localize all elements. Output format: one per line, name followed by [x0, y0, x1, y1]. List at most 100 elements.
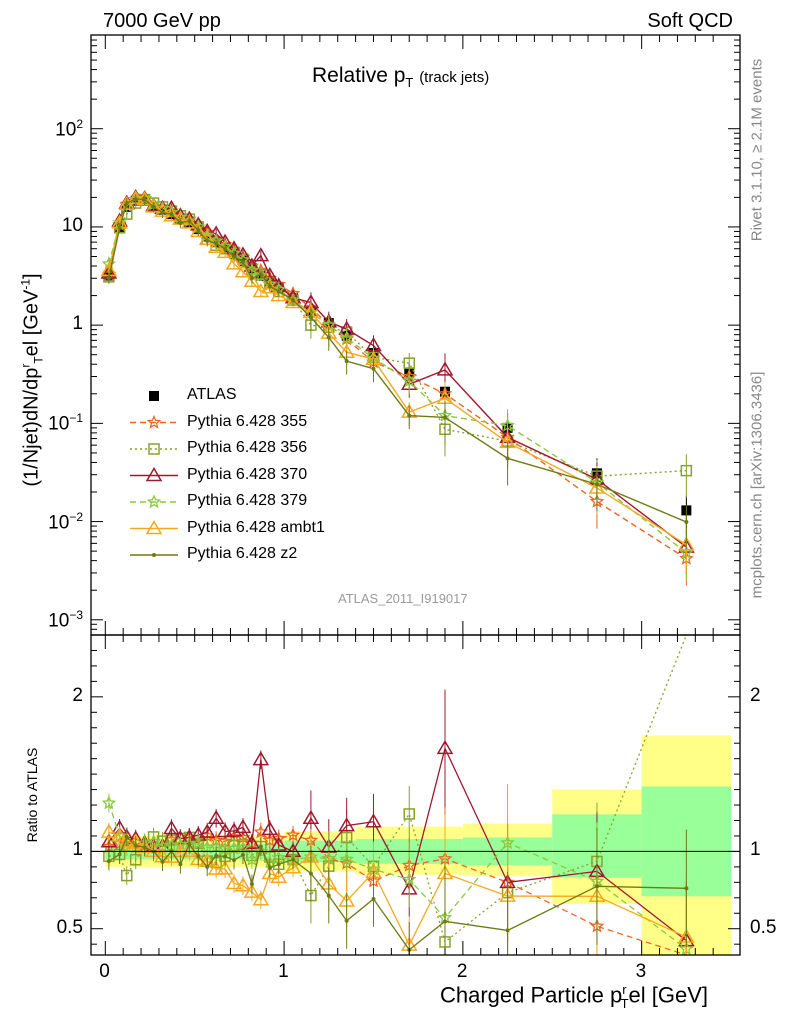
mcplots-label: mcplots.cern.ch [arXiv:1306.3436] [748, 371, 766, 599]
tick-base: 10 [55, 119, 77, 141]
x-tick-label: 2 [456, 961, 468, 982]
ratio-point [181, 842, 198, 858]
data-point [505, 456, 510, 461]
data-point [225, 255, 243, 270]
legend-swatch-marker [146, 414, 162, 429]
data-point [243, 272, 261, 287]
ratio-point [249, 881, 254, 886]
ratio-y-tick-label-right: 1 [750, 839, 761, 861]
data-point [267, 284, 272, 289]
data-point [214, 241, 219, 246]
legend [130, 391, 178, 557]
data-point [684, 520, 689, 525]
legend-label: ATLAS [187, 386, 237, 403]
ratio-point [338, 817, 355, 832]
data-point [189, 222, 207, 238]
data-point [270, 287, 288, 302]
ratio-point [190, 835, 206, 850]
ratio-point [223, 854, 228, 859]
tick-base: 1 [72, 313, 83, 335]
data-point [594, 482, 599, 487]
x-axis-label-tail: el [GeV] [628, 982, 708, 1008]
data-point [117, 225, 122, 230]
legend-swatch-marker [152, 553, 156, 557]
plot-title-sub: T [405, 75, 414, 91]
ratio-point [244, 851, 260, 866]
series-6 [106, 194, 689, 550]
ratio-point [207, 809, 225, 825]
ratio-point [443, 919, 447, 924]
ratio-point [100, 823, 118, 838]
data-point [258, 272, 263, 277]
ratio-y-tick-label-left: 1 [72, 839, 83, 861]
ratio-y-tick-label-left: 0.5 [56, 916, 83, 938]
x-tick-label: 3 [635, 961, 647, 982]
tick-base: 10 [48, 511, 70, 533]
ratio-point [285, 827, 301, 842]
ratio-point [326, 893, 331, 898]
ratio-point [291, 857, 296, 862]
ratio-point [270, 868, 288, 883]
data-point [234, 263, 252, 278]
main-y-tick-label: 102 [55, 117, 83, 141]
ratio-point [106, 859, 111, 864]
ratio-point [684, 886, 689, 891]
data-point [291, 298, 296, 303]
ratio-series-group [100, 634, 695, 956]
ratio-point [232, 858, 237, 863]
legend-swatch-marker [145, 467, 163, 482]
ratio-point [371, 896, 376, 901]
tick-base: 10 [48, 413, 70, 435]
header-right: Soft QCD [647, 10, 733, 32]
ratio-point [205, 864, 210, 869]
x-axis-label: Charged Particle prTel [GeV] [440, 982, 708, 1011]
ratio-point [276, 862, 281, 867]
legend-label: Pythia 6.428 355 [187, 412, 308, 430]
data-point [160, 210, 165, 215]
ratio-series-6 [106, 827, 689, 955]
ratio-point [234, 818, 252, 834]
main-y-tick-label: 10−2 [48, 510, 83, 534]
legend-label: Pythia 6.428 z2 [187, 545, 298, 562]
ratio-point [258, 844, 263, 849]
data-point [276, 289, 281, 294]
analysis-watermark: ATLAS_2011_I919017 [338, 591, 468, 606]
ratio-point [216, 860, 234, 875]
data-point [284, 294, 302, 309]
ratio-point [240, 852, 245, 857]
data-point [339, 330, 355, 345]
ratio-point [196, 854, 201, 859]
ratio-point [225, 875, 243, 890]
ratio-point [505, 928, 510, 933]
data-point [187, 218, 192, 223]
main-y-tick-label: 10 [62, 215, 83, 237]
ratio-point [344, 918, 349, 923]
main-series-group [100, 188, 695, 586]
ratio-point [403, 808, 415, 820]
ratio-point [252, 751, 270, 766]
data-point [142, 197, 147, 202]
data-point [205, 238, 210, 243]
data-point [371, 366, 376, 371]
data-point [178, 220, 183, 225]
legend-swatch-marker [149, 391, 159, 401]
data-point [240, 259, 245, 264]
ratio-point [308, 871, 313, 876]
plot-title-main: Relative p [312, 64, 406, 87]
data-point [678, 536, 695, 551]
x-axis-label-sub: T [620, 995, 629, 1011]
series-line [108, 197, 687, 554]
ratio-point [339, 851, 355, 866]
legend-label: Pythia 6.428 356 [187, 439, 308, 456]
ratio-point [198, 823, 216, 838]
data-point [151, 204, 156, 209]
ratio-y-tick-label-right: 2 [750, 684, 761, 706]
ratio-point [124, 834, 129, 839]
legend-swatch-marker [148, 443, 160, 455]
main-y-tick-label: 1 [72, 313, 83, 335]
ratio-point [252, 891, 270, 906]
ratio-point [142, 845, 147, 850]
ratio-point [214, 853, 219, 858]
ratio-point [267, 865, 272, 870]
